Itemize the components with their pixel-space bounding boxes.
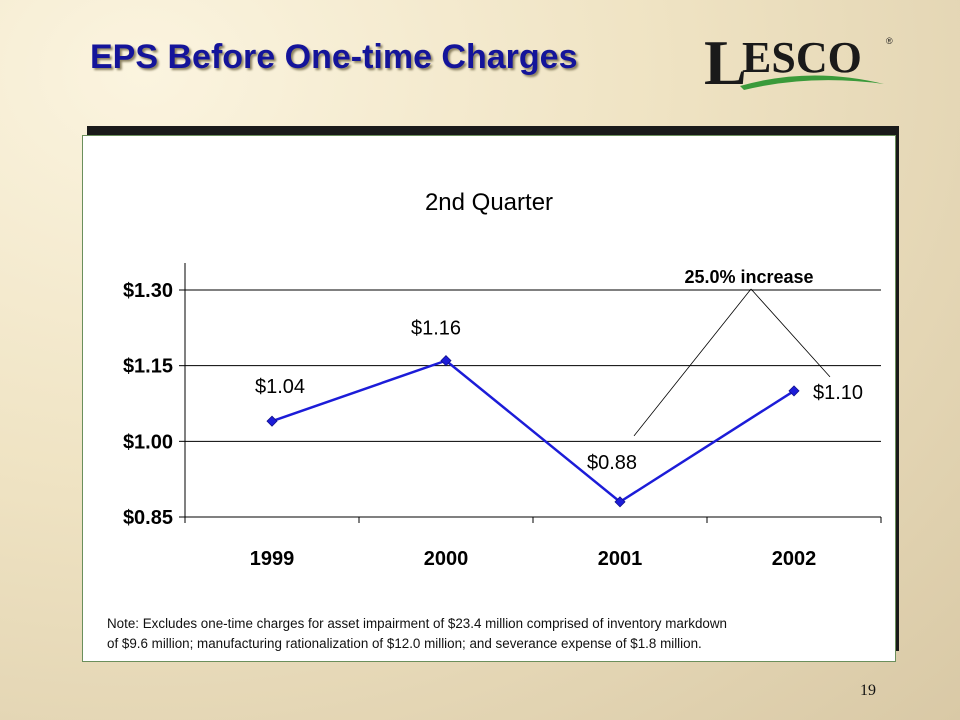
slide-title: EPS Before One-time Charges: [90, 38, 578, 76]
annotation-layer: 25.0% increase: [633, 267, 831, 437]
callout-line: [750, 288, 831, 378]
footnote-line1: Excludes one-time charges for asset impa…: [139, 616, 727, 631]
eps-data-point: [266, 415, 278, 427]
x-tick-label: 2002: [772, 548, 817, 570]
data-label: $0.88: [587, 452, 637, 474]
page-number: 19: [860, 682, 876, 699]
lesco-logo: L ESCO ®: [704, 27, 893, 98]
eps-data-point: [440, 355, 452, 367]
x-tick-layer: 1999 2000 2001 2002: [184, 517, 882, 570]
logo-wordmark: ESCO: [742, 33, 862, 82]
chart-title: 2nd Quarter: [425, 189, 553, 216]
footnote-line2: of $9.6 million; manufacturing rationali…: [107, 636, 702, 651]
y-tick-label: $1.15: [123, 356, 173, 378]
y-tick-label: $1.00: [123, 431, 173, 453]
eps-data-point: [614, 496, 626, 508]
eps-line-chart: 2nd Quarter $0.85 $1.00 $1.15 $1.30 1999 200…: [123, 189, 882, 570]
logo-swoosh: [740, 75, 884, 90]
eps-data-point: [788, 385, 800, 397]
eps-series-line: [271, 359, 795, 504]
callout-line: [633, 288, 752, 437]
data-label: $1.16: [411, 318, 461, 340]
y-tick-label: $1.30: [123, 280, 173, 302]
footnote: Note: Excludes one-time charges for asse…: [107, 614, 877, 654]
y-tick-label: $0.85: [123, 507, 173, 529]
series-layer: [266, 355, 800, 508]
x-tick-label: 2001: [598, 548, 643, 570]
increase-annotation: 25.0% increase: [684, 267, 813, 287]
logo-registered: ®: [886, 36, 893, 46]
y-tick-layer: $0.85 $1.00 $1.15 $1.30: [123, 280, 185, 529]
data-label: $1.10: [813, 382, 863, 404]
data-label-layer: $1.04 $1.16 $0.88 $1.10: [255, 318, 863, 474]
grid-layer: [185, 289, 881, 442]
data-label: $1.04: [255, 376, 305, 398]
logo-big-l: L: [704, 27, 747, 98]
footnote-colon: :: [135, 616, 140, 631]
x-tick-label: 2000: [424, 548, 469, 570]
x-tick-label: 1999: [250, 548, 295, 570]
footnote-lead: Note: [107, 616, 136, 631]
chart-panel: 2nd Quarter $0.85 $1.00 $1.15 $1.30 1999 200…: [82, 135, 896, 662]
